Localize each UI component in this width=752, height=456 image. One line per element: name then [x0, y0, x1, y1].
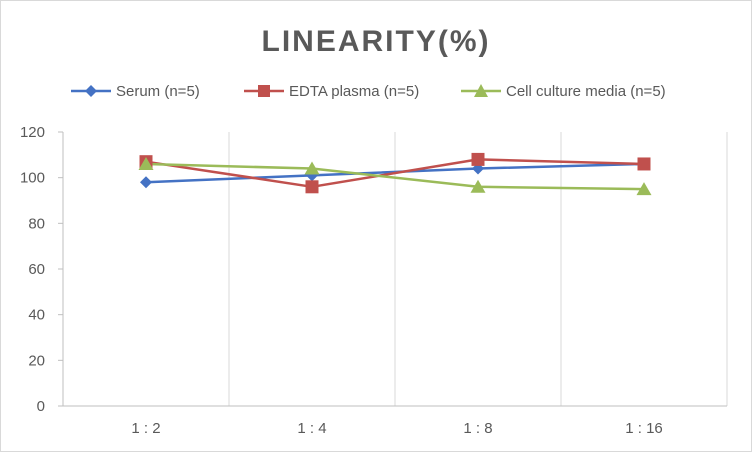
data-point-cell-culture-media-n-5 — [304, 161, 320, 175]
y-tick-label: 120 — [20, 124, 45, 141]
series-line-edta-plasma-n-5 — [145, 158, 645, 189]
x-tick-label: 1 : 2 — [131, 420, 160, 437]
legend-entry-serum: Serum (n=5) — [71, 83, 200, 100]
y-tick-labels: 0 20 40 60 80 100 120 — [20, 124, 63, 415]
x-tick-labels: 1 : 2 1 : 4 1 : 8 1 : 16 — [131, 420, 662, 437]
y-tick-label: 20 — [28, 352, 45, 369]
x-tick-label: 1 : 4 — [297, 420, 326, 437]
series-line-cell-culture-media-n-5 — [145, 162, 645, 191]
series-lines — [145, 158, 645, 191]
chart-title: LINEARITY(%) — [262, 25, 491, 58]
x-tick-label: 1 : 8 — [463, 420, 492, 437]
legend-marker-cell-culture-media — [474, 84, 488, 97]
legend: Serum (n=5) EDTA plasma (n=5) Cell cultu… — [71, 83, 666, 100]
y-tick-label: 60 — [28, 261, 45, 278]
y-tick-label: 80 — [28, 215, 45, 232]
series-markers — [138, 152, 652, 196]
data-point-edta-plasma-n-5 — [471, 152, 485, 166]
data-point-cell-culture-media-n-5 — [636, 182, 652, 196]
y-tick-label: 100 — [20, 170, 45, 187]
legend-entry-cell-culture-media: Cell culture media (n=5) — [461, 83, 666, 100]
legend-label-cell-culture-media: Cell culture media (n=5) — [506, 83, 666, 100]
y-tick-label: 40 — [28, 307, 45, 324]
legend-marker-serum — [85, 85, 97, 97]
data-point-serum-n-5 — [140, 176, 152, 189]
data-point-edta-plasma-n-5 — [637, 157, 651, 171]
legend-label-serum: Serum (n=5) — [116, 83, 200, 100]
data-point-cell-culture-media-n-5 — [138, 156, 154, 170]
data-point-cell-culture-media-n-5 — [470, 179, 486, 193]
legend-marker-edta-plasma — [258, 85, 270, 97]
data-point-edta-plasma-n-5 — [305, 180, 319, 194]
legend-entry-edta-plasma: EDTA plasma (n=5) — [244, 83, 419, 100]
y-tick-label: 0 — [37, 398, 45, 415]
legend-label-edta-plasma: EDTA plasma (n=5) — [289, 83, 419, 100]
x-tick-label: 1 : 16 — [625, 420, 663, 437]
